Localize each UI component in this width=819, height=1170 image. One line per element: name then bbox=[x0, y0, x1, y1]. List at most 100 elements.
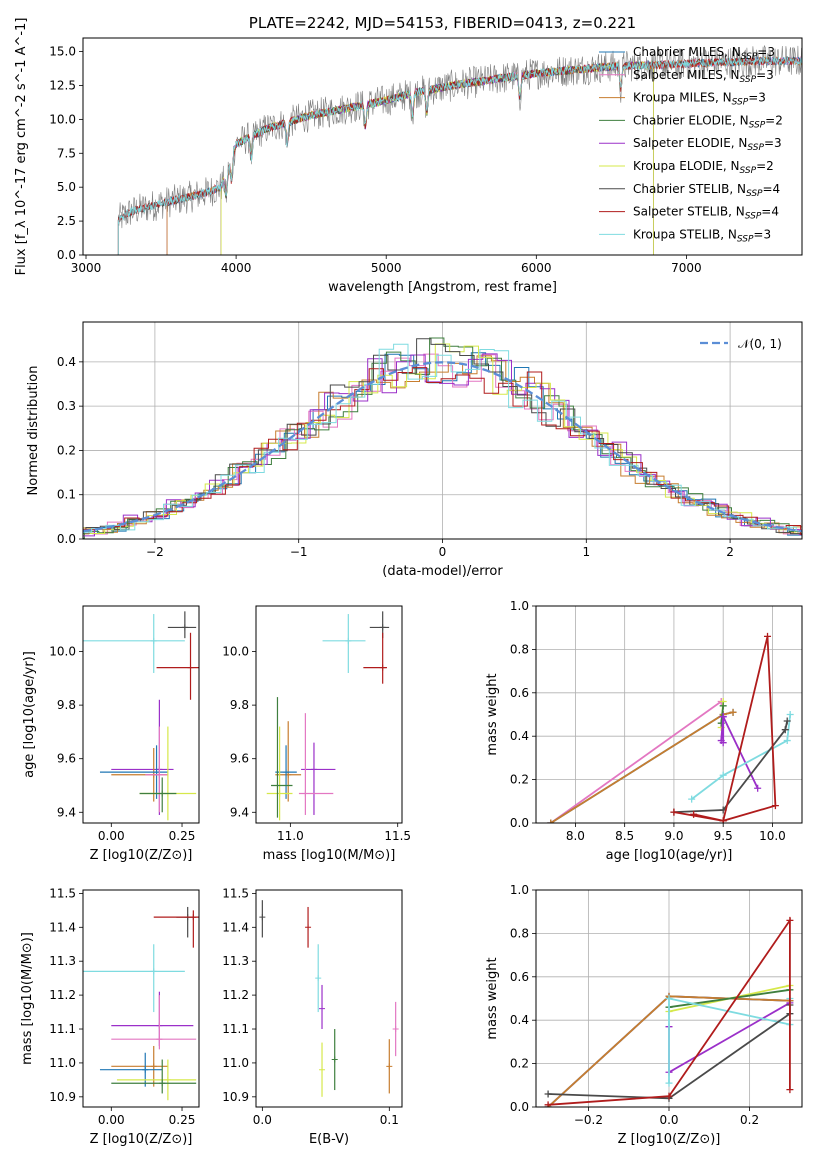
legend-entry: Salpeter MILES, NSSP=3 bbox=[633, 68, 774, 85]
y-tick-label: 0.1 bbox=[57, 488, 76, 502]
y-tick-label: 0.8 bbox=[510, 926, 529, 940]
point-marker bbox=[190, 914, 197, 921]
x-tick-label: 10.0 bbox=[759, 829, 786, 843]
model-line-kroupa-stelib bbox=[118, 56, 802, 224]
y-tick-label: 10.0 bbox=[49, 112, 76, 126]
y-tick-label: 9.4 bbox=[230, 805, 249, 819]
weight-marker bbox=[783, 737, 791, 745]
point-marker bbox=[150, 637, 157, 644]
x-tick-label: −2 bbox=[146, 545, 164, 559]
axes-frame bbox=[82, 605, 200, 824]
y-tick-label: 0.4 bbox=[57, 355, 76, 369]
axes-age-vs-Z: 0.00 0.25 9.4 9.6 9.8 10.0 Z [log10(Z/Z⊙)] age … bbox=[22, 605, 200, 863]
x-tick-label: 5000 bbox=[371, 261, 402, 275]
point-marker bbox=[379, 624, 386, 631]
y-tick-label: 0.0 bbox=[510, 816, 529, 830]
x-tick-label: 0.2 bbox=[740, 1113, 759, 1127]
y-axis-label: mass [log10(M/M⊙)] bbox=[20, 932, 35, 1065]
legend-entry: Kroupa ELODIE, NSSP=2 bbox=[633, 159, 774, 176]
x-axis-label: Z [log10(Z/Z⊙)] bbox=[618, 1132, 721, 1147]
point-marker bbox=[315, 975, 322, 982]
weight-marker bbox=[719, 771, 727, 779]
point-marker bbox=[259, 914, 266, 921]
legend-entry: Chabrier ELODIE, NSSP=2 bbox=[633, 113, 783, 130]
point-marker bbox=[187, 664, 194, 671]
point-marker bbox=[310, 766, 317, 773]
histogram-kroupa-miles bbox=[83, 355, 802, 535]
x-tick-label: 0 bbox=[439, 545, 447, 559]
y-tick-label: 9.6 bbox=[57, 752, 76, 766]
errorbar-area bbox=[266, 611, 390, 821]
y-axis-label: age [log10(age/yr)] bbox=[22, 651, 37, 778]
y-tick-label: 0.6 bbox=[510, 970, 529, 984]
x-tick-label: 1 bbox=[582, 545, 590, 559]
weight-line-area bbox=[544, 916, 794, 1107]
y-tick-label: 10.9 bbox=[222, 1090, 249, 1104]
weight-marker bbox=[547, 819, 555, 823]
weight-marker bbox=[786, 916, 794, 924]
y-tick-label: 11.3 bbox=[49, 954, 76, 968]
y-tick-label: 2.5 bbox=[57, 214, 76, 228]
x-tick-label: 4000 bbox=[221, 261, 252, 275]
weight-marker bbox=[783, 717, 791, 725]
point-marker bbox=[150, 1063, 157, 1070]
legend-entry: Chabrier MILES, NSSP=3 bbox=[633, 45, 775, 62]
y-tick-label: 7.5 bbox=[57, 146, 76, 160]
weight-marker bbox=[665, 1092, 673, 1100]
weight-marker bbox=[786, 711, 794, 718]
x-axis-label: (data-model)/error bbox=[382, 564, 503, 579]
weight-marker bbox=[670, 808, 678, 816]
point-marker bbox=[153, 769, 160, 776]
point-marker bbox=[274, 782, 281, 789]
legend-entry: Chabrier STELIB, NSSP=4 bbox=[633, 182, 780, 199]
point-marker bbox=[305, 924, 312, 931]
x-axis-label: Z [log10(Z/Z⊙)] bbox=[90, 1132, 193, 1147]
y-axis-label: mass weight bbox=[485, 957, 500, 1039]
errorbar-area bbox=[83, 906, 199, 1101]
axes-frame bbox=[255, 605, 403, 824]
y-tick-label: 0.2 bbox=[57, 443, 76, 457]
axes-residuals: −2 −1 0 1 2 0.0 0.1 0.2 0.3 0.4 (data-model)/error… bbox=[26, 321, 803, 579]
axes-weight-vs-age: 8.0 8.5 9.0 9.5 10.0 0.0 0.2 0.4 0.6 0.8 1.0 age [l… bbox=[485, 599, 803, 863]
x-tick-label: 7000 bbox=[671, 261, 702, 275]
weight-line-chabrier-stelib bbox=[673, 720, 789, 813]
y-tick-label: 11.1 bbox=[49, 1022, 76, 1036]
point-marker bbox=[302, 790, 309, 797]
y-tick-label: 11.1 bbox=[222, 1022, 249, 1036]
axes-mass-vs-EBV: 0.0 0.1 10.9 11.0 11.1 11.2 11.3 11.4 11.5 E(B-V) bbox=[222, 886, 403, 1147]
y-tick-label: 12.5 bbox=[49, 78, 76, 92]
weight-marker bbox=[729, 708, 737, 716]
point-marker bbox=[156, 1036, 163, 1043]
y-tick-label: 0.4 bbox=[510, 1013, 529, 1027]
legend-entry: 𝒩(0, 1) bbox=[738, 337, 782, 351]
weight-line-salpeter-stelib bbox=[673, 636, 777, 822]
errorbar-area bbox=[259, 900, 399, 1097]
x-tick-label: 3000 bbox=[71, 261, 102, 275]
weight-line-area bbox=[547, 632, 794, 823]
point-marker bbox=[164, 1076, 171, 1083]
residual-plot-area bbox=[83, 337, 802, 539]
x-tick-label: 8.0 bbox=[566, 829, 585, 843]
axes-frame bbox=[255, 889, 403, 1108]
x-tick-label: −1 bbox=[290, 545, 308, 559]
x-tick-label: −0.2 bbox=[574, 1113, 603, 1127]
point-marker bbox=[159, 790, 166, 797]
y-tick-label: 9.8 bbox=[230, 698, 249, 712]
point-marker bbox=[379, 664, 386, 671]
x-tick-label: 0.00 bbox=[98, 1113, 125, 1127]
weight-marker bbox=[719, 713, 727, 721]
y-tick-label: 10.0 bbox=[222, 645, 249, 659]
weight-marker bbox=[719, 702, 727, 710]
x-axis-label: wavelength [Angstrom, rest frame] bbox=[328, 280, 557, 295]
y-tick-label: 1.0 bbox=[510, 599, 529, 613]
axes-weight-vs-Z: −0.2 0.0 0.2 0.0 0.2 0.4 0.6 0.8 1.0 Z [log10(Z/Z… bbox=[485, 883, 803, 1147]
point-marker bbox=[319, 1066, 326, 1073]
y-tick-label: 11.0 bbox=[49, 1056, 76, 1070]
weight-line-kroupa-stelib bbox=[691, 714, 792, 800]
weight-marker bbox=[544, 1090, 552, 1098]
axes-frame bbox=[82, 37, 803, 256]
point-marker bbox=[319, 1005, 326, 1012]
point-marker bbox=[345, 637, 352, 644]
y-tick-label: 9.8 bbox=[57, 698, 76, 712]
x-axis-label: age [log10(age/yr)] bbox=[606, 848, 733, 863]
